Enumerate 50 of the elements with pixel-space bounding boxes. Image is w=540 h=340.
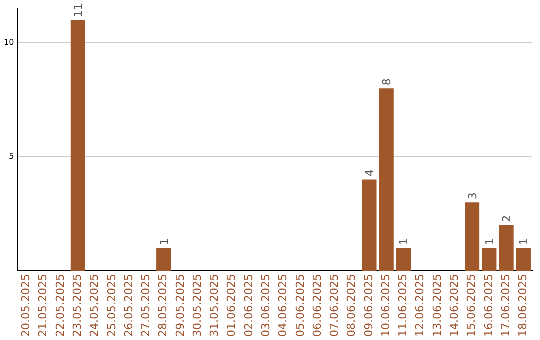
x-tick-label: 04.06.2025 — [276, 274, 290, 338]
x-tick-label: 06.06.2025 — [310, 274, 324, 338]
x-tick-label: 24.05.2025 — [88, 274, 102, 338]
x-tick-label: 18.06.2025 — [516, 274, 530, 338]
data-label: 8 — [380, 78, 394, 86]
y-tick-label: 10 — [4, 38, 14, 48]
x-tick-label: 03.06.2025 — [260, 274, 273, 338]
x-tick-label: 13.06.2025 — [430, 274, 444, 338]
bar — [70, 20, 86, 272]
bar — [362, 180, 377, 272]
x-tick-label: 23.05.2025 — [71, 274, 84, 338]
bar — [156, 248, 172, 272]
x-tick-label: 21.05.2025 — [36, 274, 50, 338]
x-tick-label: 02.06.2025 — [242, 274, 256, 338]
data-label: 3 — [466, 192, 480, 200]
data-label: 4 — [363, 170, 376, 177]
data-label: 1 — [398, 238, 411, 246]
x-tick-label: 27.05.2025 — [140, 274, 153, 338]
x-tick-label: 05.06.2025 — [294, 274, 307, 338]
x-tick-label: 01.06.2025 — [225, 274, 238, 338]
x-tick-label: 11.06.2025 — [396, 274, 410, 338]
data-label: 1 — [483, 238, 496, 246]
x-tick-label: 17.06.2025 — [499, 274, 512, 338]
data-label: 2 — [500, 215, 514, 222]
x-tick-label: 14.06.2025 — [448, 274, 462, 338]
x-tick-label: 22.05.2025 — [54, 274, 67, 338]
bar — [465, 202, 480, 272]
y-tick-label: 5 — [9, 152, 14, 162]
x-tick-label: 20.05.2025 — [20, 274, 33, 338]
x-tick-label: 30.05.2025 — [190, 274, 204, 338]
x-tick-label: 07.06.2025 — [328, 274, 342, 338]
bar — [482, 248, 497, 272]
data-label: 11 — [72, 3, 86, 18]
bar — [396, 248, 412, 272]
x-tick-label: 08.06.2025 — [345, 274, 358, 338]
bar — [516, 248, 531, 272]
x-tick-label: 26.05.2025 — [122, 274, 136, 338]
data-label: 1 — [158, 238, 171, 246]
x-tick-label: 09.06.2025 — [362, 274, 376, 338]
bar — [499, 225, 514, 272]
x-tick-label: 31.05.2025 — [208, 274, 222, 338]
data-label: 1 — [518, 238, 531, 246]
x-tick-label: 29.05.2025 — [174, 274, 187, 338]
x-tick-label: 12.06.2025 — [414, 274, 427, 338]
bar — [379, 88, 394, 272]
x-tick-label: 16.06.2025 — [482, 274, 496, 338]
x-tick-label: 15.06.2025 — [465, 274, 478, 338]
x-tick-label: 25.05.2025 — [105, 274, 118, 338]
x-tick-label: 10.06.2025 — [379, 274, 392, 338]
x-tick-label: 28.05.2025 — [156, 274, 170, 338]
